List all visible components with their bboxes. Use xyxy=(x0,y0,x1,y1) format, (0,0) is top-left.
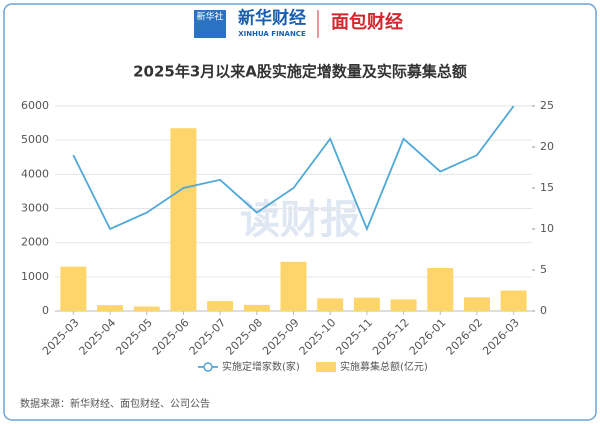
y-tick-label: 5000 xyxy=(21,133,49,146)
bar xyxy=(207,301,234,311)
y2-tick-label: 15 xyxy=(540,181,554,194)
bar xyxy=(170,128,197,311)
logo-badge: 新华社 xyxy=(196,11,223,23)
bar xyxy=(317,298,344,311)
bar xyxy=(463,297,490,311)
y2-tick-label: 5 xyxy=(540,263,547,276)
bar xyxy=(243,304,270,311)
y-tick-label: 6000 xyxy=(21,99,49,112)
brand-en: XINHUA FINANCE xyxy=(238,30,306,38)
y2-tick-label: 25 xyxy=(540,99,554,112)
bar xyxy=(427,267,454,311)
y2-tick-label: 20 xyxy=(540,140,554,153)
y2-tick-label: 0 xyxy=(540,304,547,317)
legend-marker xyxy=(203,362,213,372)
bar xyxy=(97,305,124,311)
bar xyxy=(133,306,160,311)
legend-swatch xyxy=(316,362,336,372)
y-tick-label: 0 xyxy=(42,304,49,317)
y-tick-label: 3000 xyxy=(21,202,49,215)
y2-tick-label: 10 xyxy=(540,222,554,235)
line xyxy=(72,105,515,232)
brand: 新华财经 xyxy=(238,8,306,29)
source-note: 数据来源：新华财经、面包财经、公司公告 xyxy=(20,397,210,410)
partner: 面包财经 xyxy=(331,11,403,33)
y-tick-label: 1000 xyxy=(21,270,49,283)
bar xyxy=(500,290,527,311)
frame xyxy=(3,3,597,421)
logo-badge-bg xyxy=(194,10,226,38)
bar xyxy=(60,266,87,311)
bar xyxy=(280,261,307,311)
legend-label: 实施募集总额(亿元) xyxy=(340,360,428,373)
y-tick-label: 2000 xyxy=(21,236,49,249)
bar xyxy=(390,299,417,311)
chart-title: 2025年3月以来A股实施定增数量及实际募集总额 xyxy=(133,63,467,81)
bar xyxy=(353,297,380,311)
watermark: 读财报 xyxy=(240,197,360,243)
legend-label: 实施定增家数(家) xyxy=(222,360,300,373)
y-tick-label: 4000 xyxy=(21,167,49,180)
